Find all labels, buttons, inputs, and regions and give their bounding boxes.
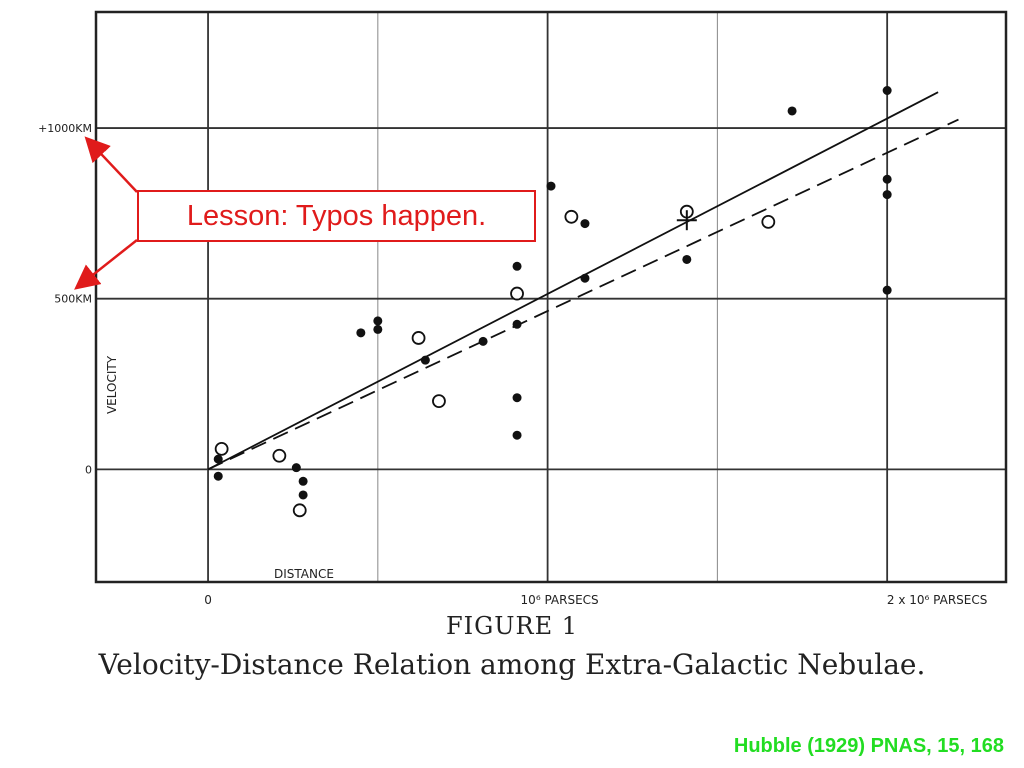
citation: Hubble (1929) PNAS, 15, 168 bbox=[733, 735, 1004, 757]
filled-data-point bbox=[291, 463, 301, 473]
x-tick-label: 10⁶ PARSECS bbox=[521, 593, 599, 607]
open-data-point bbox=[761, 215, 776, 229]
tick-labels: 0 500KM +1000KM 0 10⁶ PARSECS 2 x 10⁶ PARSECS bbox=[38, 122, 987, 607]
filled-data-point bbox=[580, 273, 590, 283]
x-axis-label: DISTANCE bbox=[274, 567, 334, 581]
y-tick-label: +1000KM bbox=[38, 122, 92, 135]
filled-data-point bbox=[298, 490, 308, 500]
y-tick-label: 500KM bbox=[54, 293, 92, 306]
annotation-text: Lesson: Typos happen. bbox=[186, 199, 487, 232]
annotation-arrows bbox=[74, 136, 138, 290]
open-data-point bbox=[411, 331, 426, 345]
y-tick-label: 0 bbox=[85, 463, 92, 476]
open-data-point bbox=[292, 503, 307, 518]
filled-data-point bbox=[512, 261, 522, 271]
plot-frame bbox=[94, 10, 1008, 584]
solid-fit-line bbox=[207, 91, 939, 471]
filled-data-point bbox=[373, 324, 383, 334]
filled-data-point bbox=[882, 190, 892, 200]
filled-data-point bbox=[882, 86, 892, 96]
dashed-fit-line bbox=[207, 118, 959, 471]
grid bbox=[96, 12, 1006, 582]
filled-data-point bbox=[298, 476, 308, 486]
arrow-to-500km bbox=[74, 239, 138, 290]
filled-data-point bbox=[213, 471, 223, 481]
open-data-point bbox=[272, 448, 287, 463]
filled-data-point bbox=[356, 328, 366, 338]
cross-data-point bbox=[676, 210, 697, 231]
x-tick-label: 0 bbox=[204, 593, 212, 607]
fit-lines bbox=[207, 91, 959, 471]
filled-data-point bbox=[882, 174, 892, 184]
filled-data-point bbox=[682, 254, 692, 264]
annotation-callout: Lesson: Typos happen. bbox=[137, 190, 536, 242]
x-tick-label: 2 x 10⁶ PARSECS bbox=[887, 593, 987, 607]
open-data-point bbox=[214, 441, 229, 456]
filled-data-point bbox=[787, 106, 797, 116]
figure-number: FIGURE 1 bbox=[445, 612, 579, 640]
data-points bbox=[213, 86, 892, 518]
figure-caption: Velocity-Distance Relation among Extra-G… bbox=[98, 648, 926, 681]
filled-data-point bbox=[512, 393, 522, 403]
filled-data-point bbox=[420, 355, 430, 365]
open-data-point bbox=[510, 286, 524, 301]
open-data-point bbox=[564, 209, 579, 224]
arrow-to-1000km bbox=[84, 136, 138, 193]
filled-data-point bbox=[512, 319, 522, 329]
filled-data-point bbox=[373, 316, 383, 326]
y-axis-label: VELOCITY bbox=[105, 355, 119, 414]
open-data-point bbox=[432, 394, 446, 409]
filled-data-point bbox=[882, 285, 892, 295]
filled-data-point bbox=[580, 219, 590, 229]
filled-data-point bbox=[213, 454, 223, 464]
filled-data-point bbox=[478, 336, 488, 346]
filled-data-point bbox=[512, 430, 522, 440]
filled-data-point bbox=[546, 181, 556, 191]
